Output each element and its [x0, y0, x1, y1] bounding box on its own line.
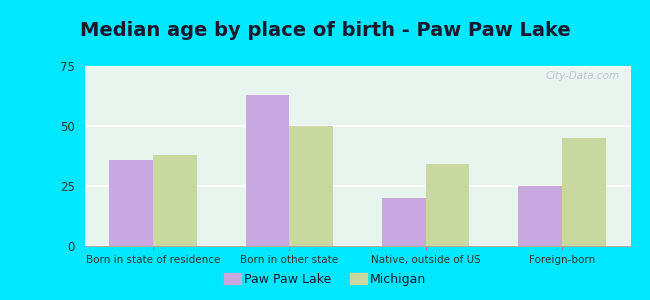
Bar — [246, 95, 289, 246]
Legend: Paw Paw Lake, Michigan: Paw Paw Lake, Michigan — [219, 268, 431, 291]
Text: City-Data.com: City-Data.com — [545, 71, 619, 81]
Bar — [153, 155, 196, 246]
Text: Median age by place of birth - Paw Paw Lake: Median age by place of birth - Paw Paw L… — [79, 21, 571, 40]
Bar — [426, 164, 469, 246]
Bar — [519, 186, 562, 246]
Bar — [562, 138, 606, 246]
Bar — [289, 126, 333, 246]
Bar — [382, 198, 426, 246]
Bar — [109, 160, 153, 246]
